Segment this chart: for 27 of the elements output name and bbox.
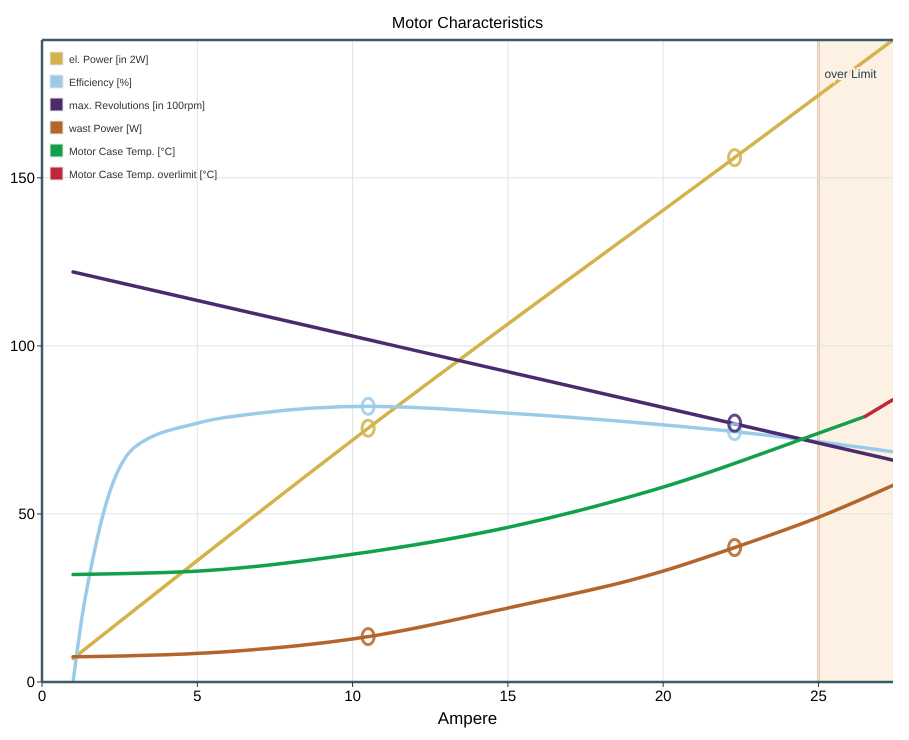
point	[727, 148, 742, 168]
point	[360, 418, 376, 438]
x-tick-label: 5	[193, 688, 202, 705]
y-tick-label: 100	[10, 338, 35, 355]
x-tick-label: 10	[344, 688, 361, 705]
legend-label: max. Revolutions [in 100rpm]	[69, 100, 206, 112]
point	[360, 627, 376, 646]
legend-label: wast Power [W]	[68, 123, 142, 135]
legend-label: Motor Case Temp. overlimit [°C]	[69, 169, 218, 181]
legend-label: el. Power [in 2W]	[69, 54, 148, 66]
y-tick-label: 150	[10, 170, 35, 187]
y-tick-label: 0	[26, 674, 35, 691]
x-tick-label: 25	[810, 688, 827, 705]
point	[727, 414, 742, 433]
line-series	[71, 484, 893, 659]
x-axis-title: Ampere	[438, 709, 498, 728]
point	[727, 538, 742, 558]
legend-label: Motor Case Temp. [°C]	[69, 146, 176, 158]
x-tick-label: 15	[500, 688, 516, 705]
point	[360, 396, 376, 416]
legend-label: Efficiency [%]	[69, 77, 132, 89]
y-tick-label: 50	[18, 506, 35, 523]
x-tick-label: 0	[38, 688, 46, 705]
line-series	[71, 414, 867, 576]
x-tick-label: 20	[654, 688, 672, 705]
chart-title: Motor Characteristics	[392, 15, 544, 32]
line-series	[71, 40, 893, 660]
